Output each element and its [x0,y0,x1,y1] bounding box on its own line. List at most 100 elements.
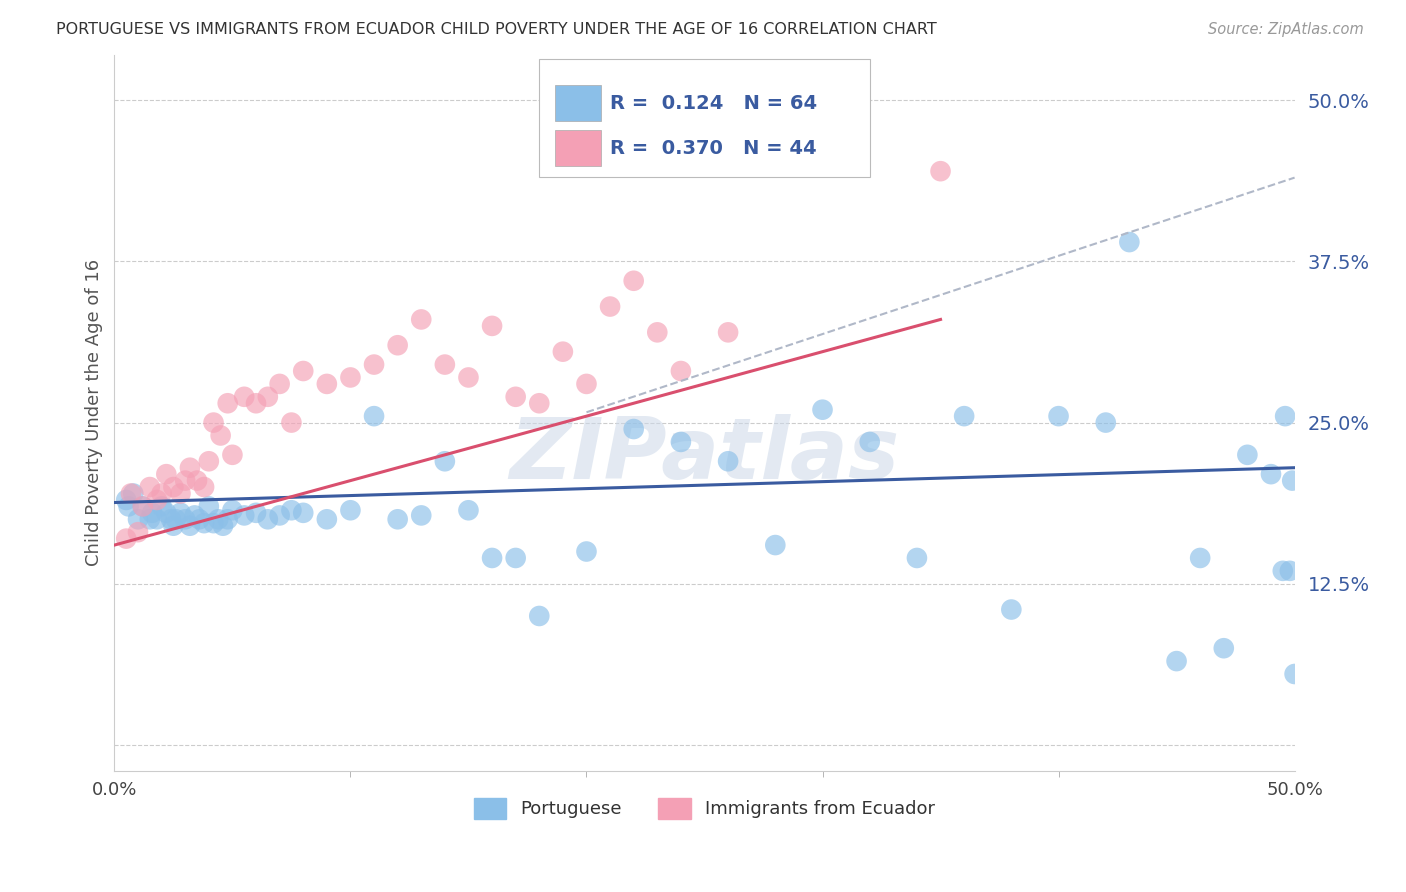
Point [183,508,205,523]
Point [859,434,882,449]
Point [127,512,149,526]
Point [269,508,291,523]
Point [146,512,169,526]
Point [623,274,645,288]
Point [433,454,456,468]
Point [599,300,621,314]
Point [193,516,215,530]
Point [165,512,187,526]
Point [929,164,952,178]
Point [315,512,337,526]
Point [1094,416,1116,430]
Point [811,145,834,159]
Point [1271,564,1294,578]
Point [202,416,225,430]
Point [217,512,239,526]
Point [1118,235,1140,249]
FancyBboxPatch shape [554,129,600,166]
Point [179,518,201,533]
Point [174,512,197,526]
Point [245,506,267,520]
Point [186,474,208,488]
Point [188,512,211,526]
Point [433,358,456,372]
Point [169,486,191,500]
Point [132,500,155,514]
Point [1236,448,1258,462]
Point [411,312,433,326]
Point [669,434,692,449]
Text: Source: ZipAtlas.com: Source: ZipAtlas.com [1208,22,1364,37]
Point [221,448,243,462]
Point [221,503,243,517]
Point [179,460,201,475]
Point [387,512,409,526]
FancyBboxPatch shape [554,85,600,121]
Point [1278,564,1301,578]
Point [292,364,315,378]
Point [209,428,232,442]
Point [1166,654,1188,668]
Point [551,344,574,359]
Point [339,503,361,517]
Point [457,370,479,384]
Point [645,326,668,340]
Point [1047,409,1070,424]
Point [481,318,503,333]
Point [481,551,503,566]
Point [174,474,197,488]
Point [146,492,169,507]
Point [233,508,256,523]
Y-axis label: Child Poverty Under the Age of 16: Child Poverty Under the Age of 16 [86,260,103,566]
Point [115,492,138,507]
Point [1212,641,1234,656]
Point [1000,602,1022,616]
Point [363,409,385,424]
Point [132,500,155,514]
Point [905,551,928,566]
Legend: Portuguese, Immigrants from Ecuador: Portuguese, Immigrants from Ecuador [467,791,942,826]
Point [1189,551,1212,566]
Point [505,390,527,404]
Point [141,506,163,520]
Text: R =  0.370   N = 44: R = 0.370 N = 44 [610,139,817,159]
Point [117,500,139,514]
Point [811,402,834,417]
Point [212,518,235,533]
Point [160,512,183,526]
Point [198,500,221,514]
Point [457,503,479,517]
Point [256,512,278,526]
Point [339,370,361,384]
Point [207,512,229,526]
Point [1274,409,1296,424]
Point [217,396,239,410]
Point [155,467,177,482]
Point [1281,474,1303,488]
Point [120,486,142,500]
Point [162,518,184,533]
Point [127,525,149,540]
Point [387,338,409,352]
Point [193,480,215,494]
Point [1284,667,1306,681]
Point [505,551,527,566]
Point [363,358,385,372]
Point [411,508,433,523]
Point [169,506,191,520]
Text: PORTUGUESE VS IMMIGRANTS FROM ECUADOR CHILD POVERTY UNDER THE AGE OF 16 CORRELAT: PORTUGUESE VS IMMIGRANTS FROM ECUADOR CH… [56,22,936,37]
Point [162,480,184,494]
Point [953,409,976,424]
Point [623,422,645,436]
Text: ZIPatlas: ZIPatlas [509,415,900,498]
Point [198,454,221,468]
Point [150,486,173,500]
Point [202,516,225,530]
Point [575,544,598,558]
Point [139,512,162,526]
Point [256,390,278,404]
Point [575,376,598,391]
Point [292,506,315,520]
Point [233,390,256,404]
Point [115,532,138,546]
